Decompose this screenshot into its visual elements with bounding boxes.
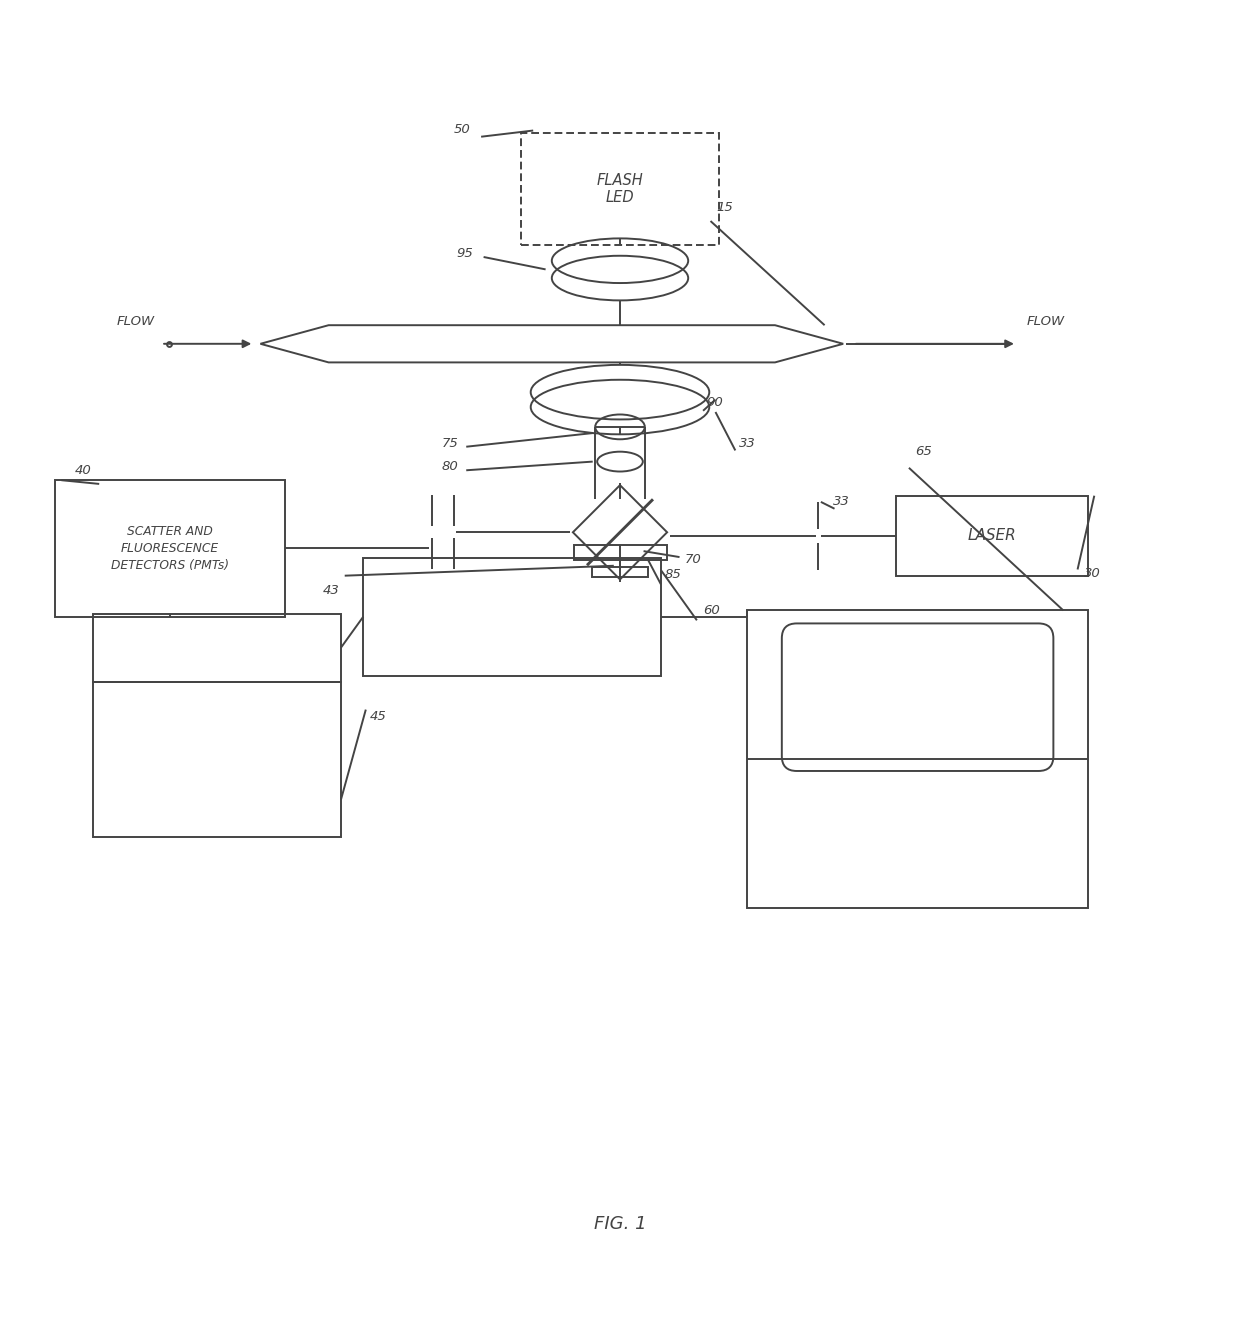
Text: 33: 33	[739, 437, 756, 450]
Text: 15: 15	[717, 201, 734, 214]
Text: 90: 90	[707, 396, 724, 409]
Text: 60: 60	[703, 605, 720, 618]
Bar	[56, 480, 285, 616]
Text: 50: 50	[454, 123, 471, 136]
Text: 70: 70	[684, 553, 702, 566]
Text: 80: 80	[441, 461, 459, 474]
Text: 43: 43	[322, 585, 340, 597]
Text: 30: 30	[1084, 566, 1101, 579]
Bar	[593, 566, 647, 577]
Text: 40: 40	[74, 465, 92, 477]
Text: FLOW: FLOW	[117, 315, 155, 327]
Bar	[93, 681, 341, 837]
Text: 75: 75	[441, 437, 459, 450]
Text: 33: 33	[833, 495, 851, 508]
Bar	[746, 610, 1089, 908]
Bar	[93, 614, 341, 681]
Bar	[573, 545, 667, 560]
Text: LASER: LASER	[967, 528, 1017, 544]
Bar	[521, 133, 719, 244]
Text: 85: 85	[665, 568, 682, 581]
Text: FLOW: FLOW	[1027, 315, 1065, 327]
Text: 45: 45	[370, 710, 387, 722]
Text: FIG. 1: FIG. 1	[594, 1216, 646, 1233]
Text: SCATTER AND
FLUORESCENCE
DETECTORS (PMTs): SCATTER AND FLUORESCENCE DETECTORS (PMTs…	[110, 525, 229, 572]
Bar	[363, 557, 661, 676]
Text: FLASH
LED: FLASH LED	[596, 173, 644, 205]
Text: 65: 65	[915, 445, 932, 458]
Bar	[895, 496, 1089, 577]
Text: 95: 95	[456, 247, 474, 260]
